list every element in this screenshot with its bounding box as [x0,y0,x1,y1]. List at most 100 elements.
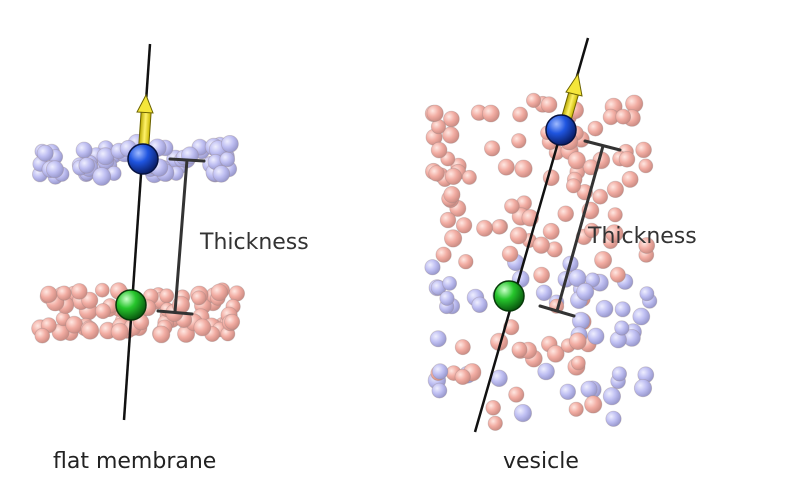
lipid-sphere-blue [78,157,95,174]
lipid-sphere-red [606,180,625,198]
lipid-sphere-red [568,332,587,351]
lipid-sphere-blue [559,383,577,401]
lipid-sphere-blue [585,272,601,288]
lipid-sphere-red [224,313,241,330]
lipid-sphere-blue [513,403,533,423]
lipid-sphere-blue [535,284,553,302]
lipid-sphere-red [193,318,212,337]
lipid-sphere-red [439,211,457,229]
lipid-sphere-red [442,126,460,144]
lipid-sphere-red [444,167,462,185]
lipid-sphere-red [587,120,604,137]
lipid-sphere-red [94,282,110,298]
lipid-sphere-red [584,222,600,239]
lipid-sphere-blue [439,290,455,306]
lipid-sphere-blue [220,134,239,153]
lipid-sphere-blue [614,320,630,336]
panel-caption: vesicle [503,449,579,474]
lipid-sphere-red [443,229,463,248]
lipid-sphere-red [476,219,494,237]
lipid-sphere-red [501,245,519,263]
thickness-label: Thickness [587,224,697,249]
lipid-sphere-blue [75,141,93,159]
lipid-sphere-red [609,266,626,283]
lipid-sphere-red [428,165,445,182]
lipid-sphere-red [454,339,471,356]
lipid-sphere-blue [45,160,64,179]
lipid-sphere-red [210,283,229,302]
lipid-sphere-blue [639,286,655,302]
lipid-sphere-blue [605,410,622,427]
lipid-sphere-red [584,395,603,414]
lipid-sphere-blue [611,366,628,382]
lipid-sphere-red [443,110,460,128]
lipid-sphere-red [461,169,477,185]
lipid-sphere-red [508,386,525,403]
lipid-sphere-blue [431,363,449,380]
lipid-sphere-red [635,141,652,159]
lipid-sphere-red [152,325,171,344]
lipid-sphere-red [594,250,613,269]
lipid-sphere-blue [602,387,622,406]
lipid-sphere-red [511,133,527,149]
lipid-sphere-red [533,266,550,284]
lipid-sphere-red [605,224,624,243]
lipid-sphere-red [81,291,99,309]
lipid-sphere-red [511,341,528,358]
lipid-sphere-blue [587,327,605,345]
lipid-sphere-red [159,288,175,304]
lipid-sphere-red [34,327,51,344]
lipid-sphere-blue [212,165,231,183]
lipid-sphere-blue [580,380,598,398]
lipid-sphere-red [504,198,520,215]
lipid-sphere-red [546,344,565,363]
lipid-sphere-red [525,92,542,109]
thickness-label: Thickness [199,230,309,255]
lipid-sphere-blue [431,382,448,399]
lipid-sphere-red [458,254,474,270]
lipid-sphere-red [615,108,632,125]
lipid-sphere-red [454,368,471,385]
lipid-sphere-red [567,151,586,170]
lipid-sphere-blue [632,307,651,326]
lipid-sphere-red [95,303,112,320]
lipid-sphere-red [532,236,551,254]
lipid-sphere-red [485,399,502,416]
lipid-sphere-red [512,106,528,123]
lipid-sphere-red [430,141,448,159]
lipid-sphere-red [426,104,444,122]
lipid-sphere-red [540,96,558,114]
lipid-sphere-red [638,158,654,174]
flat-membrane-panel: Thickness flat membrane [31,43,309,474]
lipid-sphere-red [542,222,560,240]
lipid-sphere-red [487,415,503,431]
lipid-sphere-red [56,285,72,301]
thickness-bracket [156,157,206,316]
lipid-sphere-red [40,285,58,304]
lipid-sphere-red [607,207,623,223]
lipid-sphere-red [81,321,100,340]
lipid-sphere-red [497,158,515,176]
blue-head-sphere [127,143,159,175]
lipid-sphere-blue [219,151,236,168]
lipid-sphere-red [565,178,582,194]
lipid-sphere-red [483,140,501,157]
lipid-sphere-red [65,315,84,334]
lipid-sphere-red [571,355,586,371]
lipid-sphere-red [618,151,636,168]
lipid-sphere-red [71,283,88,300]
blue-head-sphere [545,114,577,146]
lipid-sphere-blue [595,299,614,318]
lipid-sphere-red [491,219,508,235]
lipid-sphere-red [110,322,129,341]
lipid-sphere-red [509,226,528,245]
lipid-sphere-blue [576,282,595,301]
panel-caption: flat membrane [53,449,216,474]
lipid-sphere-blue [92,167,112,186]
lipid-sphere-red [455,217,473,234]
lipid-sphere-red [638,237,656,254]
green-head-sphere [115,289,147,321]
lipid-sphere-blue [471,296,488,314]
lipid-sphere-red [514,159,533,178]
